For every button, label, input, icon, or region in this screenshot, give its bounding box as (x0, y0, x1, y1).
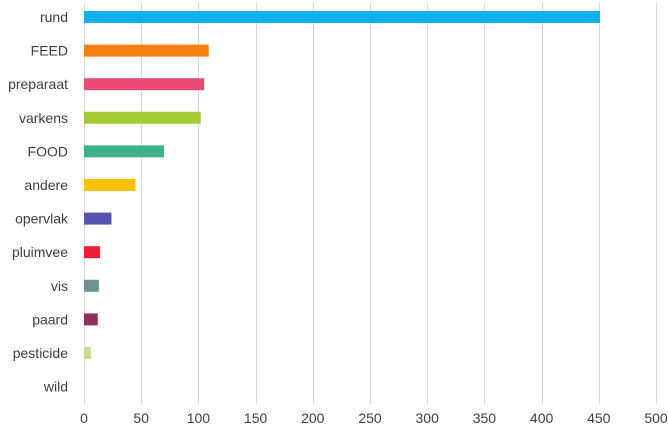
category-label-opervlak: opervlak (15, 211, 69, 227)
x-tick-label: 350 (473, 410, 497, 426)
x-tick-label: 200 (301, 410, 325, 426)
bar-vis (84, 279, 99, 292)
bar-paard (84, 313, 98, 326)
category-label-pluimvee: pluimvee (12, 244, 68, 260)
chart-gridlines (84, 2, 657, 404)
category-label-andere: andere (24, 177, 68, 193)
bar-preparaat (84, 78, 205, 91)
bar-pesticide (84, 347, 91, 359)
x-tick-label: 150 (244, 410, 268, 426)
category-labels: rund FEED preparaat varkens FOOD andere opervl… (8, 9, 69, 395)
category-label-FOOD: FOOD (28, 143, 68, 159)
chart-bars (84, 11, 600, 359)
x-tick-label: 450 (587, 410, 611, 426)
x-axis-tick-labels: 0 50 100 150 200 250 300 350 400 450 500 (80, 410, 668, 426)
bar-andere (84, 179, 136, 191)
category-label-preparaat: preparaat (8, 76, 68, 92)
bar-FEED (84, 44, 209, 57)
bar-rund (84, 11, 600, 23)
bar-pluimvee (84, 246, 101, 259)
x-tick-label: 500 (644, 410, 668, 426)
category-label-vis: vis (51, 278, 68, 294)
x-tick-label: 300 (416, 410, 440, 426)
x-tick-label: 400 (530, 410, 554, 426)
category-label-pesticide: pesticide (13, 345, 68, 361)
category-label-varkens: varkens (19, 110, 68, 126)
x-tick-label: 50 (133, 410, 149, 426)
category-label-wild: wild (43, 379, 68, 395)
category-label-paard: paard (32, 311, 68, 327)
x-tick-label: 250 (358, 410, 382, 426)
category-label-rund: rund (40, 9, 68, 25)
category-label-FEED: FEED (31, 43, 68, 59)
x-tick-label: 0 (80, 410, 88, 426)
bar-varkens (84, 111, 201, 124)
x-tick-label: 100 (187, 410, 211, 426)
bar-opervlak (84, 212, 112, 225)
bar-FOOD (84, 145, 165, 158)
